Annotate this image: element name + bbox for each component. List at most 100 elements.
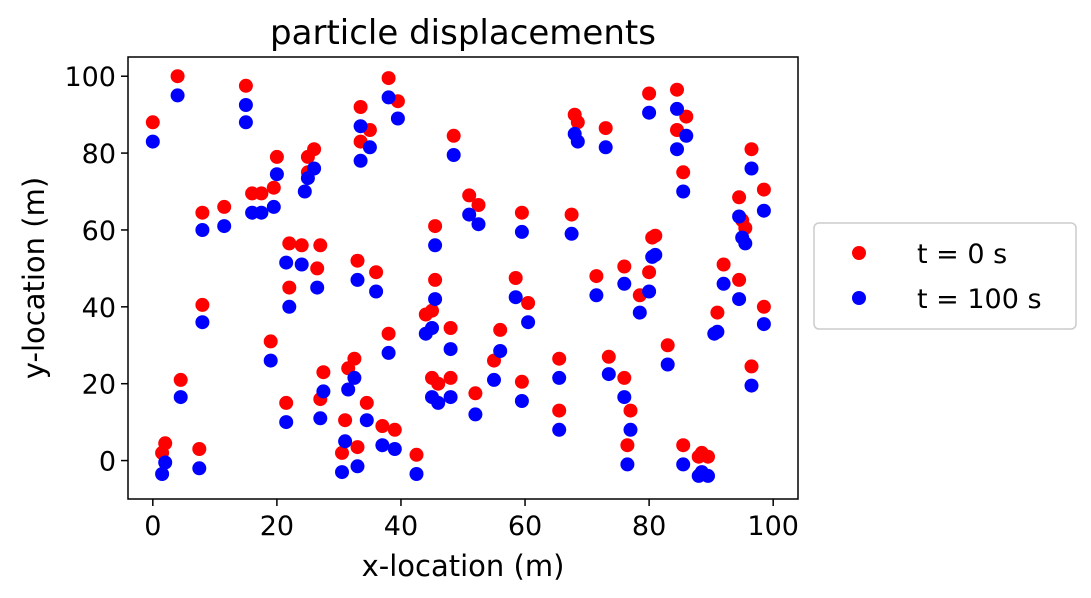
point-series-0-79 <box>617 370 632 385</box>
point-series-0-17 <box>282 236 297 251</box>
point-series-0-34 <box>338 413 353 428</box>
x-axis-ticks: 0 20 40 60 80 100 <box>144 499 799 542</box>
point-series-1-96 <box>744 378 759 393</box>
point-series-0-16 <box>217 199 232 214</box>
point-series-1-25 <box>263 353 278 368</box>
point-series-0-41 <box>158 436 173 451</box>
point-series-0-94 <box>710 305 725 320</box>
point-series-1-69 <box>670 142 684 157</box>
point-series-1-62 <box>552 422 567 437</box>
y-axis-ticks: 0 20 40 60 80 100 <box>64 62 128 478</box>
point-series-1-54 <box>493 344 508 358</box>
point-series-1-95 <box>756 317 771 332</box>
point-series-0-86 <box>701 449 715 464</box>
y-tick-label: 40 <box>82 293 116 324</box>
x-tick-label: 20 <box>260 511 294 542</box>
point-series-1-18 <box>279 255 294 270</box>
point-series-1-34 <box>338 434 353 449</box>
point-series-1-0 <box>145 134 160 149</box>
point-series-1-38 <box>335 465 349 480</box>
point-series-1-27 <box>173 390 188 405</box>
y-tick-label: 60 <box>82 216 116 247</box>
point-series-0-82 <box>660 338 675 353</box>
point-series-1-20 <box>310 280 325 295</box>
point-series-0-18 <box>294 238 309 253</box>
point-series-0-60 <box>514 374 529 389</box>
point-series-0-49 <box>521 296 536 310</box>
point-series-0-52 <box>418 307 433 322</box>
point-series-0-89 <box>732 190 747 205</box>
legend-label-t100: t = 100 s <box>917 284 1042 315</box>
point-series-0-25 <box>263 334 278 349</box>
point-series-1-81 <box>620 457 635 472</box>
point-series-1-57 <box>431 395 446 410</box>
point-series-0-80 <box>623 403 638 418</box>
point-series-1-31 <box>313 411 328 426</box>
series-0 <box>145 69 771 464</box>
point-series-1-33 <box>359 413 374 428</box>
point-series-1-75 <box>617 276 632 291</box>
point-series-1-19 <box>294 257 309 272</box>
point-series-0-9 <box>300 149 315 164</box>
point-series-1-16 <box>195 223 210 237</box>
x-tick-label: 0 <box>144 511 161 542</box>
point-series-1-63 <box>564 226 579 241</box>
point-series-1-14 <box>254 205 269 220</box>
point-series-0-58 <box>443 370 458 385</box>
point-series-0-62 <box>552 403 567 418</box>
point-series-1-11 <box>297 184 312 199</box>
point-series-0-19 <box>313 238 328 253</box>
point-series-0-38 <box>335 445 349 460</box>
point-series-0-1 <box>170 69 185 84</box>
y-axis-label: y-location (m) <box>17 177 51 379</box>
point-series-1-78 <box>601 367 616 382</box>
x-tick-label: 80 <box>632 511 666 542</box>
point-series-1-44 <box>462 207 477 222</box>
point-series-1-92 <box>716 276 731 291</box>
point-series-1-4 <box>381 90 396 105</box>
point-series-0-81 <box>620 438 635 453</box>
point-series-1-77 <box>632 305 647 320</box>
point-series-1-23 <box>282 299 297 314</box>
x-axis-label: x-location (m) <box>362 549 565 583</box>
point-series-1-67 <box>642 105 657 120</box>
x-tick-label: 60 <box>508 511 542 542</box>
point-series-1-12 <box>269 167 284 182</box>
point-series-0-47 <box>514 205 529 220</box>
point-series-0-61 <box>552 351 567 366</box>
point-series-0-32 <box>279 395 294 410</box>
point-series-1-53 <box>443 342 458 357</box>
point-series-1-21 <box>350 272 365 287</box>
point-series-0-21 <box>350 253 365 268</box>
data-points <box>145 69 771 483</box>
point-series-0-65 <box>570 115 585 130</box>
legend: t = 0 s t = 100 s <box>813 222 1077 330</box>
legend-marker-t100 <box>852 291 866 305</box>
point-series-1-68 <box>670 101 684 116</box>
point-series-0-88 <box>756 182 771 197</box>
point-series-0-37 <box>350 440 365 455</box>
point-series-1-36 <box>387 442 402 456</box>
point-series-0-36 <box>387 422 402 437</box>
point-series-0-63 <box>564 207 579 222</box>
y-tick-label: 20 <box>82 370 116 401</box>
point-series-0-95 <box>756 299 771 314</box>
point-series-0-73 <box>645 230 660 245</box>
point-series-0-74 <box>642 265 657 280</box>
point-series-1-37 <box>350 459 365 474</box>
y-tick-label: 100 <box>64 62 116 93</box>
point-series-0-70 <box>679 109 694 124</box>
point-series-0-50 <box>428 272 443 287</box>
point-series-1-73 <box>645 249 660 264</box>
point-series-1-71 <box>676 184 691 199</box>
point-series-1-60 <box>514 394 529 408</box>
point-series-1-10 <box>300 171 315 186</box>
point-series-0-68 <box>670 82 684 97</box>
point-series-0-15 <box>195 205 210 220</box>
point-series-1-28 <box>316 384 331 399</box>
point-series-1-50 <box>428 292 443 307</box>
point-series-0-13 <box>254 186 269 201</box>
point-series-1-97 <box>707 326 722 341</box>
point-series-0-27 <box>173 372 188 387</box>
point-series-0-22 <box>369 265 384 280</box>
